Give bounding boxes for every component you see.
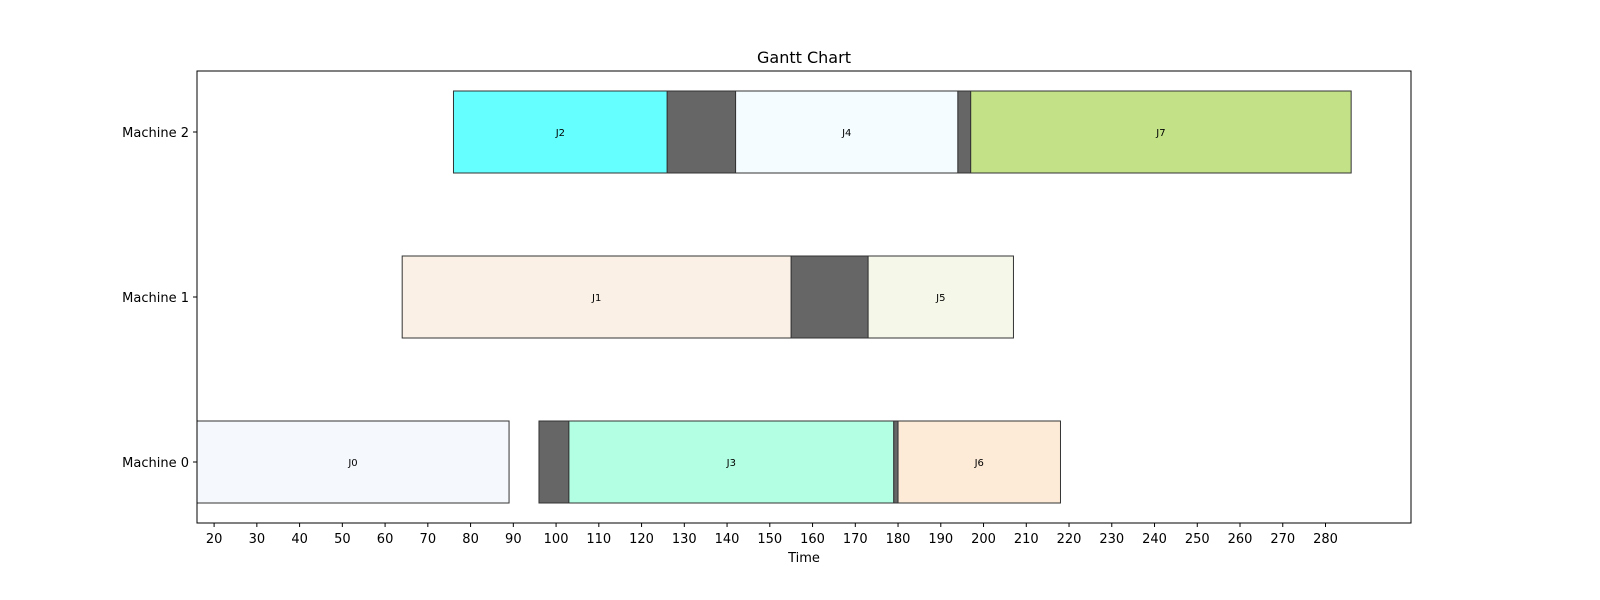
x-tick-label: 270: [1270, 532, 1295, 547]
chart-title: Gantt Chart: [757, 48, 851, 67]
x-tick-label: 100: [544, 532, 569, 547]
y-tick-label: Machine 0: [122, 456, 189, 471]
x-tick-label: 90: [505, 532, 522, 547]
task-bar-j7: [970, 90, 1352, 174]
x-tick-label: 60: [377, 532, 394, 547]
y-tick-label: Machine 2: [122, 126, 189, 141]
x-tick-label: 170: [843, 532, 868, 547]
task-bar-j3: [568, 420, 895, 504]
x-tick-label: 20: [206, 532, 223, 547]
setup-bar: [538, 420, 570, 504]
task-label: J5: [935, 293, 945, 304]
task-label: J7: [1155, 128, 1165, 139]
x-tick-label: 220: [1057, 532, 1082, 547]
task-bar-j1: [401, 255, 792, 339]
task-label: J6: [974, 458, 984, 469]
y-tick-label: Machine 1: [122, 291, 189, 306]
x-tick-label: 70: [420, 532, 437, 547]
x-tick-label: 120: [629, 532, 654, 547]
x-tick-label: 240: [1142, 532, 1167, 547]
x-tick-label: 140: [715, 532, 740, 547]
x-tick-label: 160: [800, 532, 825, 547]
x-tick-label: 190: [928, 532, 953, 547]
task-label: J0: [347, 458, 357, 469]
task-bar-j0: [196, 420, 510, 504]
x-tick-label: 200: [971, 532, 996, 547]
setup-bar: [957, 90, 972, 174]
x-tick-label: 280: [1313, 532, 1338, 547]
x-tick-label: 180: [886, 532, 911, 547]
x-tick-label: 50: [334, 532, 351, 547]
x-tick-label: 130: [672, 532, 697, 547]
x-tick-label: 110: [586, 532, 611, 547]
x-tick-label: 30: [249, 532, 266, 547]
x-tick-label: 230: [1099, 532, 1124, 547]
x-axis: 20 30 40 50 60 70 80 90 100 110 120 130 140 150 160 170…: [206, 523, 1338, 547]
task-bar-j4: [735, 90, 959, 174]
task-bar-j5: [867, 255, 1014, 339]
x-tick-label: 210: [1014, 532, 1039, 547]
task-bar-j6: [897, 420, 1061, 504]
setup-bar: [893, 420, 899, 504]
x-tick-label: 80: [462, 532, 479, 547]
x-tick-label: 40: [291, 532, 308, 547]
setup-bar: [790, 255, 869, 339]
task-label: J3: [726, 458, 736, 469]
task-label: J4: [841, 128, 851, 139]
task-label: J2: [555, 128, 565, 139]
x-tick-label: 150: [757, 532, 782, 547]
y-axis: Machine 0 Machine 1 Machine 2: [122, 126, 197, 471]
task-label: J1: [591, 293, 601, 304]
bars-layer: J0 J3 J6 J1 J5 J2 J4 J7: [196, 90, 1352, 504]
task-bar-j2: [452, 90, 668, 174]
setup-bar: [666, 90, 737, 174]
x-axis-label: Time: [787, 551, 820, 566]
x-tick-label: 260: [1228, 532, 1253, 547]
x-tick-label: 250: [1185, 532, 1210, 547]
